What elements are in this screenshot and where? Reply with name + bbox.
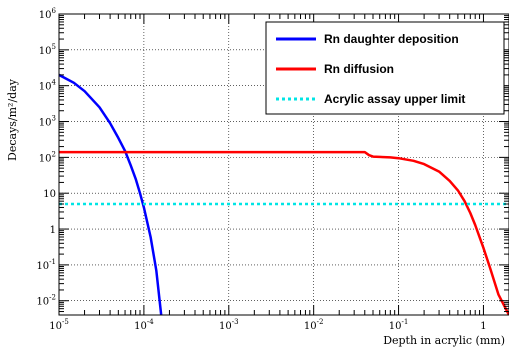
y-tick-label: 102 [39,150,56,164]
series-line-rn-diffusion [59,150,509,315]
legend-label-acrylic-assay-upper-limit: Acrylic assay upper limit [324,92,465,106]
tick-marks [58,13,509,315]
y-tick-label: 1 [50,225,56,236]
x-tick-label: 10-1 [389,318,409,332]
y-axis-title: Decays/m²/day [6,78,19,161]
legend-label-rn-diffusion: Rn diffusion [324,62,394,76]
x-tick-label: 10-5 [49,318,69,332]
y-tick-label: 10-2 [36,294,56,308]
x-tick-label: 10-3 [219,318,239,332]
x-tick-label: 1 [480,321,486,332]
y-tick-label: 104 [39,79,57,93]
y-tick-label: 106 [39,7,57,21]
y-tick-label: 10-1 [36,258,56,272]
x-tick-labels: 10-5 10-4 10-3 10-2 10-1 1 [49,318,486,332]
y-tick-label: 103 [39,115,56,129]
legend: Rn daughter deposition Rn diffusion Acry… [265,21,505,115]
x-tick-label: 10-4 [134,318,154,332]
series-layer [59,73,509,315]
x-axis-title: Depth in acrylic (mm) [383,334,505,347]
plot-frame [58,13,509,316]
y-tick-label: 10 [43,189,56,200]
x-tick-label: 10-2 [304,318,324,332]
series-line-rn-daughter-deposition [59,73,163,315]
y-tick-label: 105 [39,43,56,57]
legend-label-rn-daughter-deposition: Rn daughter deposition [324,32,459,46]
